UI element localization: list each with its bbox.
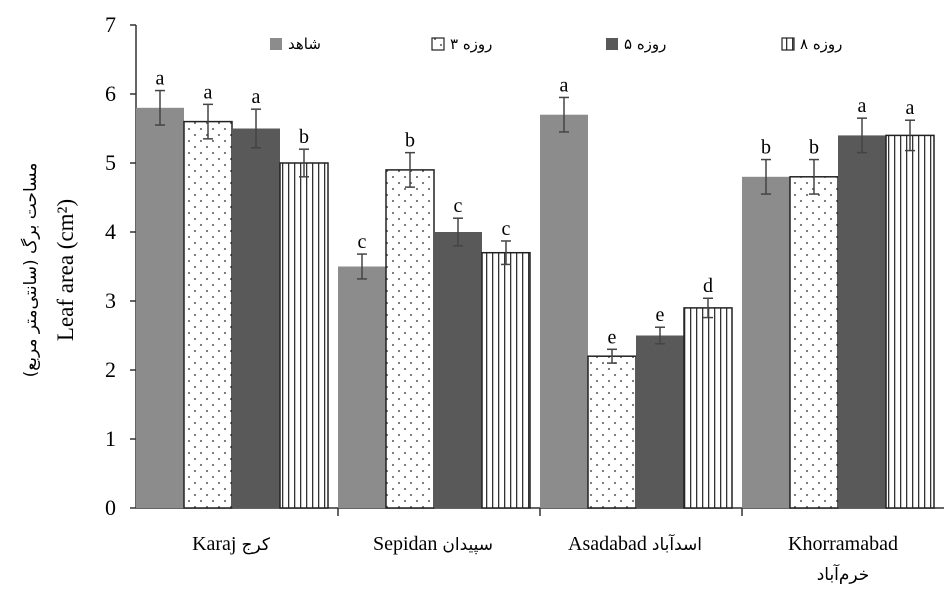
data-label: a [252, 86, 261, 108]
data-label: a [156, 68, 165, 90]
bar [183, 120, 233, 509]
data-label: b [299, 126, 309, 148]
x-tick-label: Sepidan سپیدان [373, 533, 493, 555]
bar [434, 232, 482, 508]
data-label: e [608, 326, 617, 348]
legend-label: ۸ روزه [800, 35, 842, 53]
bar [636, 335, 684, 508]
data-label: a [560, 74, 569, 96]
legend-label: ۳ روزه [450, 35, 492, 53]
y-tick-label: 5 [105, 150, 116, 175]
y-tick-label: 2 [105, 357, 116, 382]
data-label: b [809, 137, 819, 159]
y-axis-label-persian: مساحت برگ (سانتی‌متر مربع) [20, 163, 41, 378]
data-label: b [405, 130, 415, 152]
bar [885, 134, 935, 509]
plot-area: 0 1 2 3 4 5 6 7 a a a b Karaj کرج c b c c Sepidan سپیدان a… [105, 12, 944, 585]
data-label: a [906, 97, 915, 119]
legend-label: شاهد [288, 35, 321, 53]
bar [338, 266, 386, 508]
bar [136, 107, 184, 509]
bar [683, 307, 733, 509]
x-tick-label: Asadabad اسدآباد [568, 533, 702, 555]
legend: شاهد ۳ روزه ۵ روزه ۸ روزه [270, 35, 842, 53]
bar [838, 135, 886, 508]
y-tick-label: 0 [105, 495, 116, 520]
y-axis-title: Leaf area (cm²) مساحت برگ (سانتی‌متر مرب… [20, 163, 78, 378]
bar [481, 251, 531, 509]
x-tick-label-persian: خرم‌آباد [817, 563, 870, 585]
data-label: a [858, 95, 867, 117]
bar [587, 355, 637, 509]
data-label: b [761, 137, 771, 159]
legend-swatch [606, 38, 618, 50]
bar [385, 169, 435, 509]
data-label: d [703, 275, 713, 297]
data-label: c [358, 231, 367, 253]
y-tick-label: 6 [105, 81, 116, 106]
y-tick-label: 3 [105, 288, 116, 313]
y-tick-label: 4 [105, 219, 116, 244]
legend-swatch [781, 37, 795, 51]
y-axis-label: Leaf area (cm²) [53, 199, 78, 341]
bar [742, 176, 790, 509]
data-label: c [502, 218, 511, 240]
y-tick-label: 1 [105, 426, 116, 451]
bar [232, 128, 280, 508]
legend-label: ۵ روزه [624, 35, 666, 53]
x-tick-label: Khorramabad [788, 533, 898, 555]
data-label: c [454, 195, 463, 217]
legend-swatch [270, 38, 282, 50]
data-label: e [656, 304, 665, 326]
y-tick-label: 7 [105, 12, 116, 37]
bar [279, 162, 329, 509]
data-label: a [204, 81, 213, 103]
legend-swatch [431, 37, 445, 51]
x-tick-label: Karaj کرج [192, 533, 271, 555]
bar [540, 114, 588, 508]
bar [789, 176, 839, 509]
